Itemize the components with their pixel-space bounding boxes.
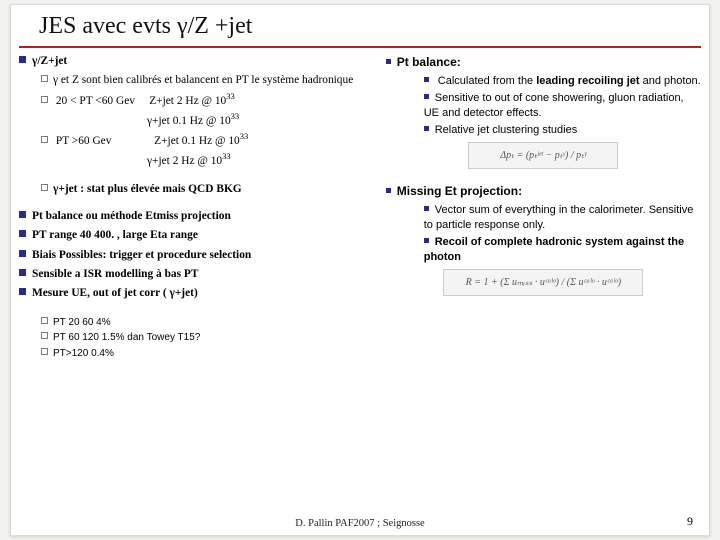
equation-2: R = 1 + (Σ uₘᵢₛₛ · uᶜᵃˡᵒ) / (Σ uᶜᵃˡᵒ · u… <box>443 269 643 297</box>
left-f3: PT>120 0.4% <box>41 347 382 361</box>
content-columns: γ/Z+jet γ et Z sont bien calibrés et bal… <box>19 54 701 362</box>
left-m5: Mesure UE, out of jet corr ( γ+jet) <box>19 286 382 301</box>
footer-text: D. Pallin PAF2007 ; Seignosse <box>295 518 424 529</box>
right-q1: Vector sum of everything in the calorime… <box>424 203 701 233</box>
spacer <box>19 199 382 209</box>
left-m4: Sensible a ISR modelling à bas PT <box>19 267 382 282</box>
left-column: γ/Z+jet γ et Z sont bien calibrés et bal… <box>19 54 382 362</box>
equation-1: Δpₜ = (pₜʲᵉᵗ − pₜᵞ) / pₜᵞ <box>468 142 618 170</box>
spacer <box>386 173 701 183</box>
slide: JES avec evts γ/Z +jet γ/Z+jet γ et Z so… <box>10 4 710 536</box>
left-m2: PT range 40 400. , large Eta range <box>19 228 382 243</box>
right-h2: Missing Et projection: <box>386 183 701 199</box>
spacer <box>19 172 382 182</box>
spacer <box>19 306 382 316</box>
right-p3: Relative jet clustering studies <box>424 123 701 138</box>
page-number: 9 <box>687 514 693 529</box>
left-sub2: 20 < PT <60 Gev Z+jet 2 Hz @ 1033 <box>41 91 382 109</box>
left-sub3: PT >60 Gev Z+jet 0.1 Hz @ 1033 <box>41 131 382 149</box>
left-sub4: γ+jet : stat plus élevée mais QCD BKG <box>41 182 382 197</box>
right-column: Pt balance: Calculated from the leading … <box>386 54 701 362</box>
left-heading: γ/Z+jet <box>19 54 382 69</box>
left-f1: PT 20 60 4% <box>41 316 382 330</box>
left-m1: Pt balance ou méthode Etmiss projection <box>19 209 382 224</box>
left-sub3c: γ+jet 2 Hz @ 1033 <box>147 151 382 169</box>
right-q2: Recoil of complete hadronic system again… <box>424 235 701 265</box>
left-f2: PT 60 120 1.5% dan Towey T15? <box>41 331 382 345</box>
slide-title: JES avec evts γ/Z +jet <box>39 13 701 40</box>
left-sub2c: γ+jet 0.1 Hz @ 1033 <box>147 111 382 129</box>
title-bar: JES avec evts γ/Z +jet <box>19 11 701 48</box>
right-p1: Calculated from the leading recoiling je… <box>424 74 701 89</box>
left-sub1: γ et Z sont bien calibrés et balancent e… <box>41 73 382 88</box>
left-m3: Biais Possibles: trigger et procedure se… <box>19 248 382 263</box>
right-p2: Sensitive to out of cone showering, gluo… <box>424 91 701 121</box>
right-h1: Pt balance: <box>386 54 701 70</box>
